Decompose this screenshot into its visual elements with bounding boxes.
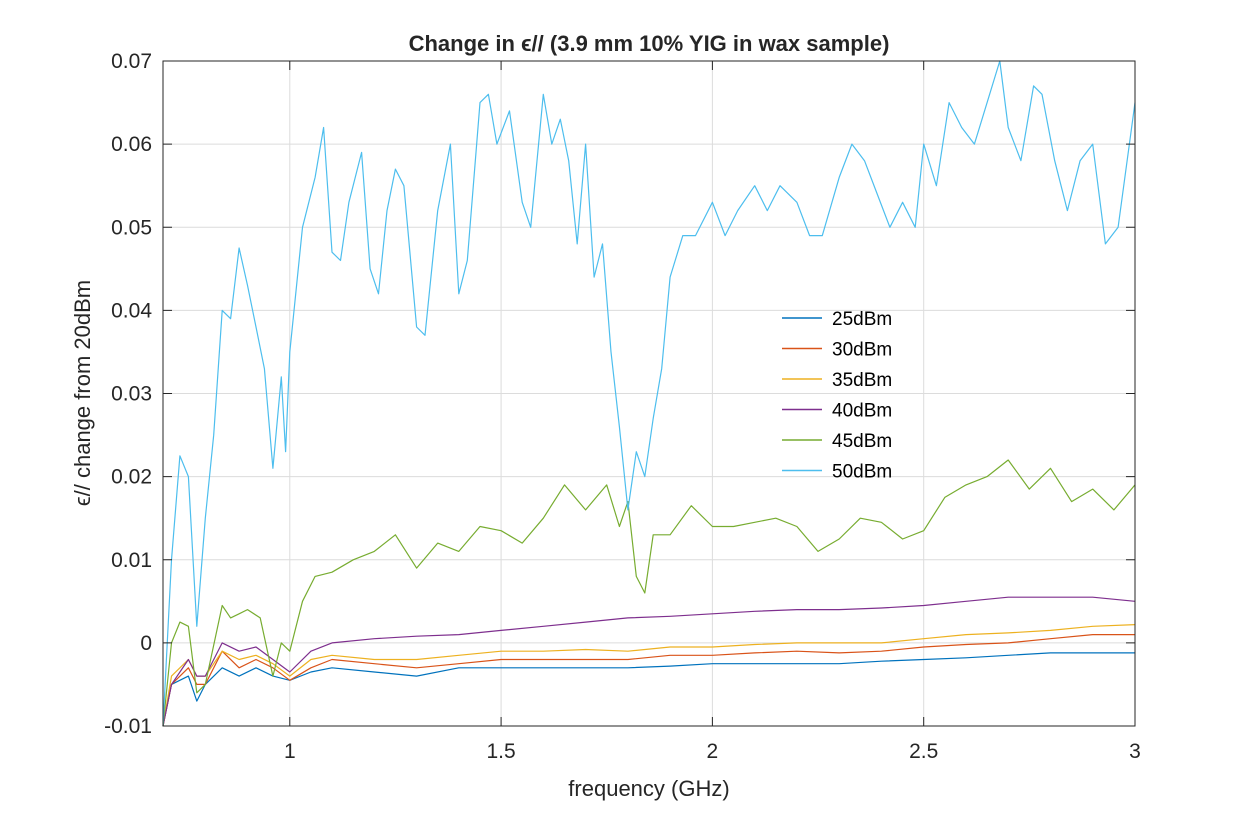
series-line-35dBm [162, 624, 1136, 727]
series-line-50dBm [162, 60, 1136, 727]
x-tick-label: 3 [1129, 740, 1141, 763]
legend: 25dBm 30dBm 35dBm 40dBm 45dBm 50dBm [782, 309, 892, 483]
legend-label: 40dBm [832, 401, 892, 422]
legend-label: 25dBm [832, 309, 892, 330]
y-tick-label: 0 [140, 632, 152, 655]
y-axis-label: ϵ// change from 20dBm [70, 280, 95, 506]
y-tick-label: 0.01 [111, 549, 152, 572]
x-tick-label: 2.5 [909, 740, 938, 763]
y-tick-label: 0.06 [111, 133, 152, 156]
legend-label: 50dBm [832, 462, 892, 483]
legend-label: 30dBm [832, 340, 892, 361]
x-tick-label: 1 [284, 740, 296, 763]
series-line-40dBm [162, 596, 1136, 727]
y-tick-label: 0.02 [111, 466, 152, 489]
x-axis-label: frequency (GHz) [568, 776, 729, 801]
legend-label: 35dBm [832, 370, 892, 391]
y-tick-label: -0.01 [104, 715, 152, 738]
series-line-45dBm [162, 459, 1136, 727]
ticks: 1 1.5 2 2.5 3 -0.01 0 0.01 0.02 0.03 0.04 0.05 0.06 0… [104, 50, 1141, 763]
series-group [162, 60, 1136, 727]
series-line-25dBm [162, 652, 1135, 727]
chart-title: Change in ϵ// (3.9 mm 10% YIG in wax sam… [409, 31, 890, 56]
y-tick-label: 0.07 [111, 50, 152, 73]
x-tick-label: 1.5 [486, 740, 515, 763]
y-tick-label: 0.03 [111, 383, 152, 406]
legend-label: 45dBm [832, 431, 892, 452]
y-tick-label: 0.05 [111, 216, 152, 239]
y-tick-label: 0.04 [111, 299, 152, 322]
x-tick-label: 2 [707, 740, 719, 763]
